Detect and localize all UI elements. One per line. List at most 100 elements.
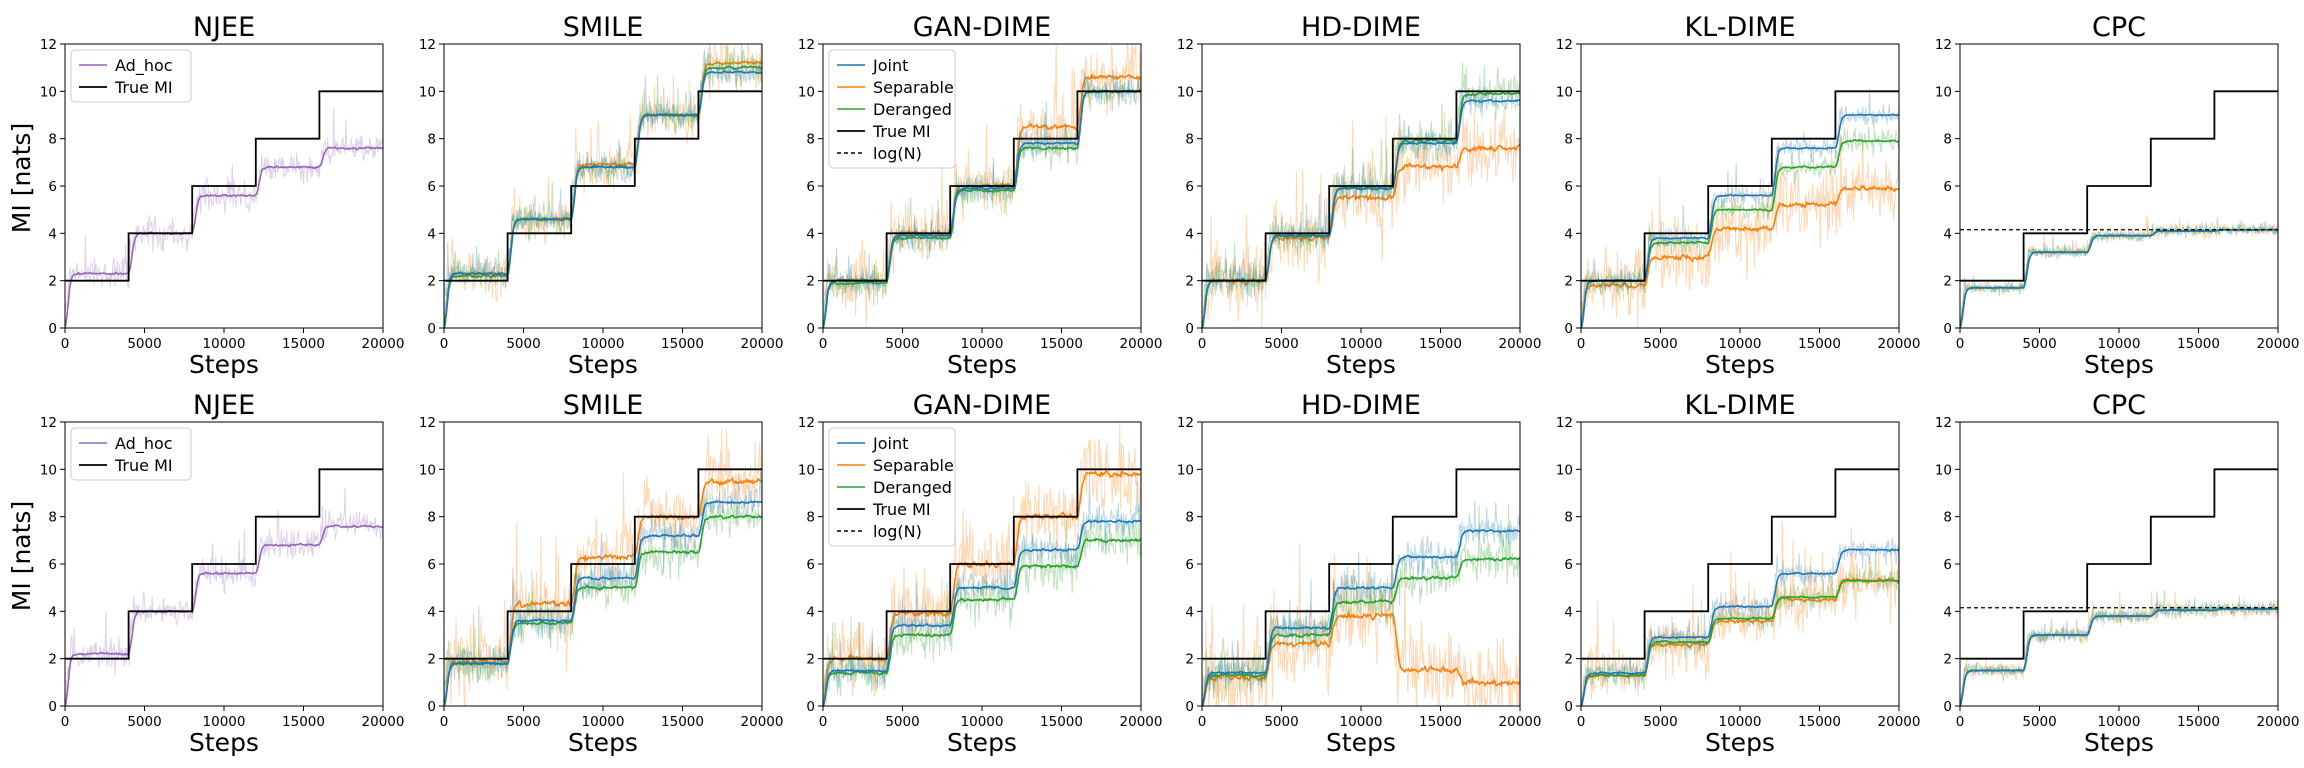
y-tick-label: 6 (48, 557, 57, 573)
panel-r0c2: 0 5000 10000 15000 20000 0 2 4 6 8 10 12 GAN-DIME Ste… (798, 12, 1163, 379)
panel-r1c5: 0 5000 10000 15000 20000 0 2 4 6 8 10 12 CPC Steps (1935, 390, 2300, 757)
legend-label: True MI (872, 500, 931, 519)
x-tick-label: 10000 (2098, 336, 2141, 352)
plot-area (1581, 468, 1899, 706)
series-line-separable (1581, 184, 1899, 328)
x-axis-label: Steps (189, 728, 259, 757)
panel-r0c0: 0 5000 10000 15000 20000 0 2 4 6 8 10 12 NJEE Steps Ad… (40, 12, 405, 379)
x-tick-label: 15000 (1040, 336, 1083, 352)
y-tick-label: 12 (419, 37, 436, 53)
x-tick-label: 0 (819, 714, 828, 730)
y-tick-label: 10 (798, 462, 815, 478)
x-tick-label: 15000 (661, 336, 704, 352)
x-tick-label: 10000 (203, 336, 246, 352)
series-band-separable (1202, 105, 1520, 328)
series-line-adhoc (65, 524, 383, 706)
series-line-separable (1202, 611, 1520, 706)
x-tick-label: 15000 (1040, 714, 1083, 730)
legend-box (70, 427, 192, 481)
series-line-deranged (1960, 607, 2278, 706)
y-tick-label: 12 (1935, 415, 1952, 431)
x-tick-label: 20000 (1878, 714, 1921, 730)
legend-label: Joint (872, 56, 908, 75)
x-axis-label: Steps (1705, 728, 1775, 757)
y-tick-label: 4 (1564, 226, 1573, 242)
series-band-separable (444, 428, 762, 706)
legend-label: True MI (872, 122, 931, 141)
y-tick-label: 6 (427, 179, 436, 195)
panel-r0c3: 0 5000 10000 15000 20000 0 2 4 6 8 10 12 HD-DIME Step… (1177, 12, 1542, 379)
panel-title: HD-DIME (1301, 390, 1421, 421)
x-tick-label: 10000 (203, 714, 246, 730)
y-tick-label: 2 (1564, 652, 1573, 668)
x-tick-label: 15000 (1419, 714, 1462, 730)
panel-title: CPC (2092, 12, 2146, 43)
y-tick-label: 12 (798, 37, 815, 53)
x-tick-label: 10000 (2098, 714, 2141, 730)
legend-box (70, 49, 192, 103)
y-tick-label: 10 (419, 84, 436, 100)
series-line-joint (1581, 548, 1899, 706)
series-band-joint (1581, 88, 1899, 326)
panel-r1c1: 0 5000 10000 15000 20000 0 2 4 6 8 10 12 SMILE Steps (419, 390, 784, 757)
plot-area (444, 428, 762, 706)
panel-r0c1: 0 5000 10000 15000 20000 0 2 4 6 8 10 12 SMILE Steps (419, 12, 784, 379)
x-tick-label: 0 (1198, 336, 1207, 352)
series-band-deranged (444, 490, 762, 706)
legend-label: Ad_hoc (115, 434, 173, 454)
series-line-deranged (1960, 228, 2278, 328)
y-tick-label: 2 (427, 652, 436, 668)
series-band-joint (1960, 591, 2278, 706)
series-line-joint (823, 519, 1141, 706)
y-tick-label: 12 (419, 415, 436, 431)
y-tick-label: 4 (1564, 604, 1573, 620)
plot-area (1960, 90, 2278, 328)
y-tick-label: 8 (1564, 132, 1573, 148)
series-band-deranged (1960, 217, 2278, 328)
x-tick-label: 5000 (1264, 714, 1298, 730)
series-line-joint (444, 70, 762, 328)
panel-title: SMILE (563, 12, 644, 43)
y-tick-label: 4 (1943, 226, 1952, 242)
y-tick-label: 6 (1564, 557, 1573, 573)
y-tick-label: 8 (427, 132, 436, 148)
y-tick-label: 0 (1185, 321, 1194, 337)
series-band-separable (823, 422, 1141, 705)
x-tick-label: 5000 (1643, 714, 1677, 730)
y-tick-label: 2 (1185, 274, 1194, 290)
series-line-joint (1960, 228, 2278, 328)
y-tick-label: 2 (48, 274, 57, 290)
x-tick-label: 15000 (1798, 336, 1841, 352)
panel-title: KL-DIME (1684, 390, 1795, 421)
x-tick-label: 15000 (2177, 714, 2220, 730)
x-tick-label: 10000 (961, 714, 1004, 730)
y-tick-label: 4 (1943, 604, 1952, 620)
panel-r1c2: 0 5000 10000 15000 20000 0 2 4 6 8 10 12 GAN-DIME Ste… (798, 390, 1163, 757)
true-mi-line (1960, 90, 2278, 282)
plot-area (65, 90, 383, 328)
panel-title: KL-DIME (1684, 12, 1795, 43)
y-tick-label: 8 (806, 132, 815, 148)
plot-area (65, 468, 383, 706)
y-tick-label: 0 (806, 699, 815, 715)
y-tick-label: 8 (1185, 132, 1194, 148)
y-tick-label: 12 (1177, 415, 1194, 431)
x-tick-label: 0 (61, 336, 70, 352)
y-tick-label: 2 (1943, 652, 1952, 668)
y-tick-label: 0 (48, 321, 57, 337)
true-mi-line (823, 90, 1141, 282)
x-tick-label: 10000 (582, 336, 625, 352)
y-tick-label: 8 (48, 132, 57, 148)
series-band-deranged (1202, 504, 1520, 706)
x-tick-label: 0 (440, 336, 449, 352)
series-line-separable (1202, 144, 1520, 328)
series-line-joint (444, 499, 762, 706)
y-tick-label: 2 (1943, 274, 1952, 290)
x-tick-label: 5000 (1264, 336, 1298, 352)
legend-label: Ad_hoc (115, 56, 173, 76)
legend-label: Separable (873, 456, 954, 475)
panel-title: HD-DIME (1301, 12, 1421, 43)
x-tick-label: 15000 (1419, 336, 1462, 352)
x-tick-label: 0 (1956, 336, 1965, 352)
